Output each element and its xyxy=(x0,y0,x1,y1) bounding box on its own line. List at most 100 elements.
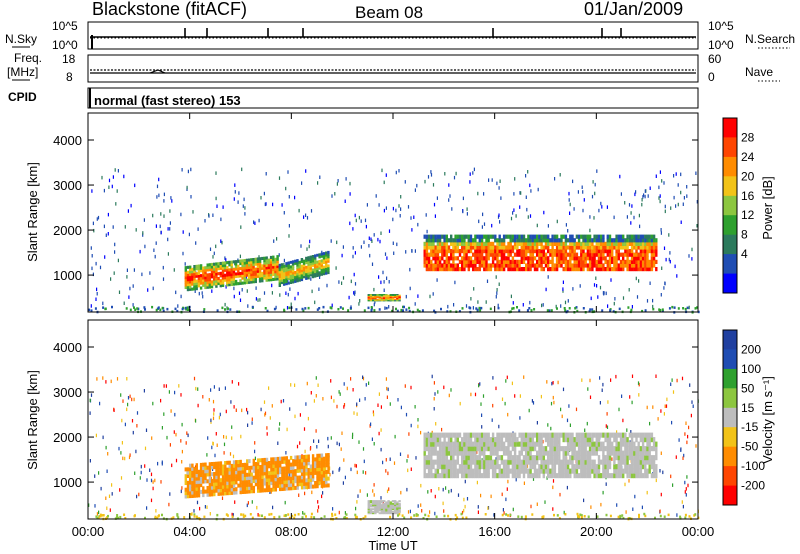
echo-gate xyxy=(314,470,317,475)
echo-gate xyxy=(560,245,563,250)
echo-gate xyxy=(604,437,607,443)
echo-gate xyxy=(469,450,473,456)
colorbar-segment xyxy=(723,485,737,506)
echo-gate xyxy=(611,252,614,257)
echo-gate xyxy=(566,468,570,474)
echo-gate xyxy=(617,263,620,268)
echo-gate xyxy=(318,477,321,482)
echo-gate xyxy=(491,252,495,257)
echo-gate xyxy=(204,268,207,272)
echo-gate xyxy=(237,259,240,263)
noise-gate xyxy=(505,497,507,502)
echo-gate xyxy=(474,437,477,443)
echo-gate xyxy=(480,446,484,452)
echo-gate xyxy=(536,459,539,465)
echo-gate xyxy=(600,241,603,246)
echo-gate xyxy=(241,259,244,263)
noise-gate xyxy=(551,381,553,386)
noise-gate xyxy=(686,475,688,479)
noise-gate xyxy=(238,191,240,195)
noise-gate xyxy=(167,227,169,231)
echo-gate xyxy=(593,459,596,465)
echo-gate xyxy=(367,510,370,513)
echo-gate xyxy=(648,267,651,272)
echo-gate xyxy=(606,241,609,246)
echo-gate xyxy=(562,437,565,443)
echo-gate xyxy=(450,267,453,272)
echo-gate xyxy=(184,280,187,284)
echo-gate xyxy=(320,456,324,461)
echo-gate xyxy=(423,464,426,470)
noise-gate xyxy=(519,191,521,195)
echo-gate xyxy=(305,485,308,490)
echo-gate xyxy=(630,459,634,465)
echo-gate xyxy=(588,256,592,261)
echo-gate xyxy=(300,468,304,473)
echo-gate xyxy=(436,464,440,470)
echo-gate xyxy=(204,283,207,287)
echo-gate xyxy=(217,488,220,493)
echo-gate xyxy=(316,267,319,271)
noise-gate xyxy=(193,509,195,513)
echo-gate xyxy=(617,267,620,272)
echo-gate xyxy=(652,459,656,465)
echo-gate xyxy=(613,432,616,438)
echo-gate xyxy=(309,271,312,275)
echo-gate xyxy=(298,269,301,273)
echo-gate xyxy=(604,473,607,479)
echo-gate xyxy=(434,446,437,452)
echo-gate xyxy=(250,472,253,477)
ground-gate xyxy=(288,516,291,520)
echo-gate xyxy=(540,432,543,438)
echo-gate xyxy=(569,259,572,264)
echo-gate xyxy=(509,241,512,246)
noise-gate xyxy=(441,427,443,432)
echo-gate xyxy=(461,267,464,272)
ground-gate xyxy=(98,515,101,518)
echo-gate xyxy=(487,464,490,470)
echo-gate xyxy=(281,466,284,471)
noise-gate xyxy=(515,477,517,482)
noise-gate xyxy=(286,427,288,432)
noise-gate xyxy=(417,424,419,429)
echo-gate xyxy=(261,274,264,278)
echo-gate xyxy=(314,467,317,472)
echo-gate xyxy=(447,259,451,264)
echo-gate xyxy=(376,299,379,301)
echo-gate xyxy=(213,492,216,497)
echo-gate xyxy=(483,468,486,474)
echo-gate xyxy=(391,300,395,302)
noise-gate xyxy=(672,483,674,487)
echo-gate xyxy=(478,459,481,465)
ground-gate xyxy=(195,515,198,518)
echo-gate xyxy=(438,241,442,246)
echo-gate xyxy=(597,245,601,250)
echo-gate xyxy=(580,468,583,474)
noise-gate xyxy=(633,215,635,220)
echo-gate xyxy=(305,265,308,269)
echo-gate xyxy=(305,478,308,483)
echo-gate xyxy=(387,506,390,509)
echo-gate xyxy=(199,266,203,270)
ground-gate xyxy=(184,306,187,310)
echo-gate xyxy=(633,455,636,461)
echo-gate xyxy=(611,245,614,250)
echo-gate xyxy=(461,259,464,264)
noise-gate xyxy=(275,305,277,310)
echo-gate xyxy=(472,441,475,447)
echo-gate xyxy=(425,437,429,443)
echo-gate xyxy=(454,441,457,447)
echo-gate xyxy=(376,509,379,512)
echo-gate xyxy=(276,470,280,475)
echo-gate xyxy=(549,432,552,438)
noise-gate xyxy=(664,204,666,209)
echo-gate xyxy=(423,446,426,452)
echo-gate xyxy=(389,296,392,298)
ground-gate xyxy=(579,513,582,516)
noise-gate xyxy=(144,446,147,451)
echo-gate xyxy=(496,441,499,447)
echo-gate xyxy=(628,259,632,264)
noise-gate xyxy=(339,392,341,396)
echo-gate xyxy=(248,263,251,267)
echo-gate xyxy=(202,276,205,280)
